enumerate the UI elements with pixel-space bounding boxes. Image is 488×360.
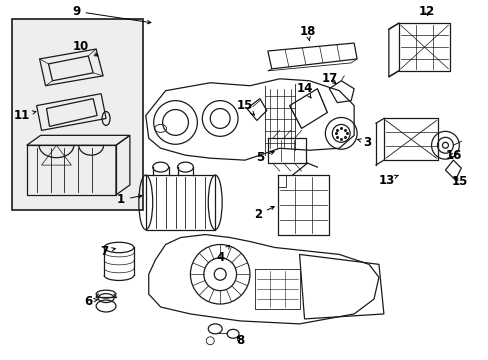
Text: 4: 4 [216, 246, 229, 264]
Text: 9: 9 [72, 5, 151, 24]
Text: 7: 7 [100, 245, 115, 258]
Text: 15: 15 [236, 99, 254, 115]
Text: 18: 18 [299, 24, 315, 41]
Text: 11: 11 [14, 109, 36, 122]
Text: 5: 5 [255, 151, 274, 164]
Text: 1: 1 [117, 193, 142, 206]
Text: 17: 17 [321, 72, 337, 85]
Text: 10: 10 [73, 40, 98, 56]
Text: 14: 14 [296, 82, 312, 98]
Text: 2: 2 [253, 207, 274, 221]
Text: 6: 6 [84, 294, 98, 307]
Text: 13: 13 [378, 174, 397, 186]
Text: 3: 3 [357, 136, 370, 149]
Text: 12: 12 [418, 5, 434, 18]
Text: 8: 8 [235, 334, 244, 347]
Text: 16: 16 [444, 149, 461, 162]
Bar [12, 19, 142, 210]
Text: 15: 15 [451, 175, 468, 189]
